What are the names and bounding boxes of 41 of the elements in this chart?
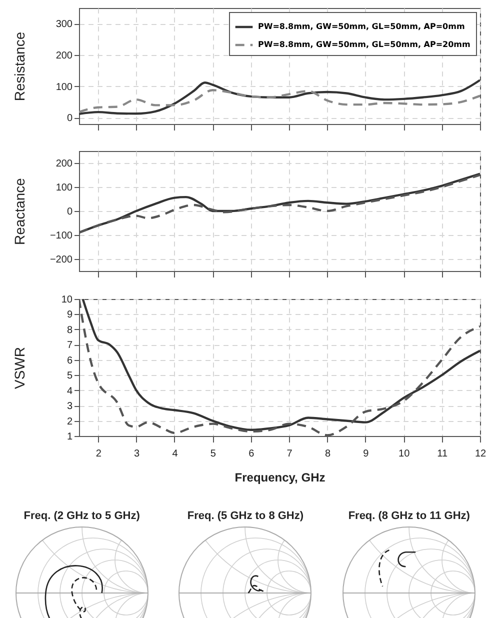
y-tick-label: 200 xyxy=(56,158,73,170)
x-tick-label: 2 xyxy=(96,448,102,460)
y-tick-label: 0 xyxy=(66,113,73,124)
x-tick-label: 12 xyxy=(474,448,486,460)
x-tick-label: 4 xyxy=(172,448,178,460)
line-series xyxy=(79,79,480,116)
y-tick-label: 100 xyxy=(56,82,73,93)
text: Freq. (8 GHz to 11 GHz) xyxy=(347,510,471,522)
x-tick-label: 10 xyxy=(398,448,410,460)
y-tick-label: 2 xyxy=(66,416,73,428)
legend-label: PW=8.8mm, GW=50mm, GL=50mm, AP=0mm xyxy=(258,22,465,31)
x-tick-label: 8 xyxy=(324,448,331,460)
y-tick-label: 6 xyxy=(66,355,73,366)
line-series xyxy=(79,89,480,114)
x-tick-label: 6 xyxy=(248,448,255,460)
legend-label: PW=8.8mm, GW=50mm, GL=50mm, AP=20mm xyxy=(258,40,470,49)
x-tick-label: 3 xyxy=(134,448,140,460)
y-tick-label: 9 xyxy=(66,310,73,321)
text: Freq. (5 GHz to 8 GHz) xyxy=(186,510,305,522)
y-tick-label: 4 xyxy=(66,386,73,397)
y-tick-label: 100 xyxy=(56,182,73,194)
y-tick-label: 300 xyxy=(56,19,73,30)
y-tick-label: 7 xyxy=(66,340,73,352)
y-tick-label: −200 xyxy=(50,254,73,266)
text: Freq. (2 GHz to 5 GHz) xyxy=(22,510,141,522)
y-tick-label: 8 xyxy=(66,324,73,336)
y-tick-label: 0 xyxy=(66,206,73,218)
x-tick-label: 11 xyxy=(437,448,448,460)
y-axis-title: Reactance xyxy=(12,178,28,245)
y-tick-label: 1 xyxy=(66,432,73,442)
y-tick-label: 200 xyxy=(56,50,73,62)
y-tick-label: 3 xyxy=(66,401,73,412)
y-axis-title: VSWR xyxy=(12,347,28,389)
y-tick-label: −100 xyxy=(50,230,73,242)
x-tick-label: 9 xyxy=(363,448,370,460)
x-axis-title: Frequency, GHz xyxy=(234,470,326,484)
y-tick-label: 5 xyxy=(66,370,73,382)
y-axis-title: Resistance xyxy=(12,32,28,102)
x-tick-label: 5 xyxy=(210,448,216,460)
x-tick-label: 7 xyxy=(286,448,293,460)
y-tick-label: 10 xyxy=(61,294,73,306)
